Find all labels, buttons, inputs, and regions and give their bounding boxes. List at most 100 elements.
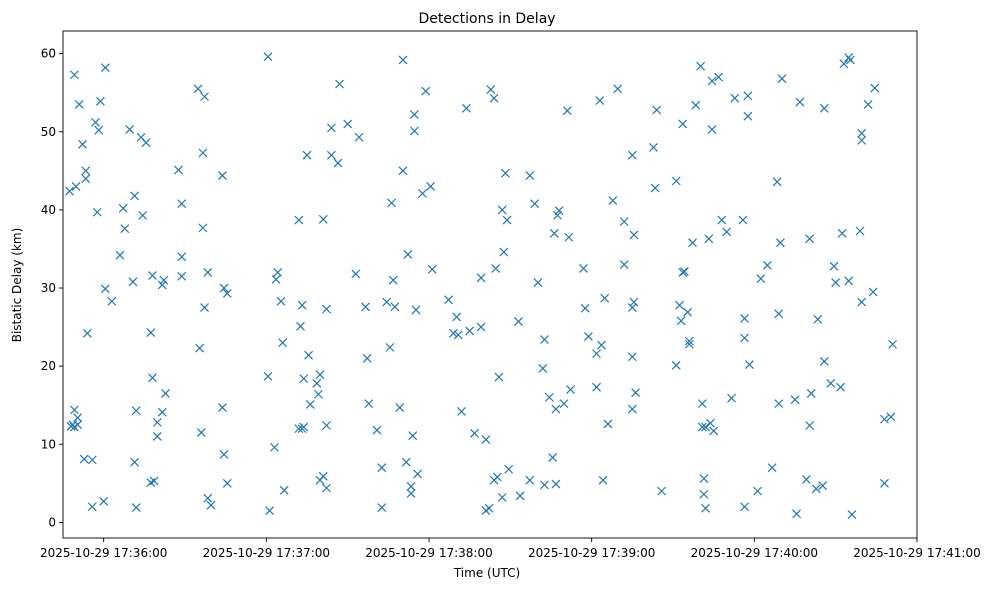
data-point — [538, 364, 548, 373]
data-points — [65, 52, 898, 519]
data-point — [598, 475, 608, 485]
data-point — [351, 269, 361, 279]
data-point — [678, 119, 688, 129]
data-point — [839, 59, 849, 69]
data-point — [398, 166, 408, 176]
data-point — [551, 404, 561, 414]
data-point — [193, 84, 203, 94]
data-point — [767, 463, 777, 473]
data-point — [805, 234, 815, 244]
data-point — [676, 316, 686, 326]
data-point — [444, 295, 453, 305]
data-point — [120, 224, 130, 234]
data-point — [318, 214, 328, 224]
data-point — [559, 399, 569, 409]
x-axis: 2025-10-29 17:36:00 2025-10-29 17:37:00 20… — [40, 538, 981, 560]
data-point — [489, 93, 499, 103]
data-point — [177, 199, 187, 209]
data-point — [819, 357, 829, 366]
data-point — [619, 217, 629, 227]
data-point — [566, 385, 575, 394]
data-point — [790, 395, 800, 405]
data-point — [684, 339, 694, 349]
data-point — [805, 421, 815, 430]
data-point — [499, 247, 509, 257]
chart-title: Detections in Delay — [418, 11, 555, 27]
data-point — [302, 150, 312, 160]
data-point — [707, 125, 717, 134]
data-point — [99, 496, 109, 506]
data-point — [270, 442, 279, 452]
data-point — [631, 388, 641, 398]
data-point — [831, 278, 841, 287]
data-point — [95, 96, 105, 106]
data-point — [603, 419, 613, 429]
data-point — [299, 374, 309, 384]
data-point — [502, 215, 512, 225]
data-point — [273, 267, 283, 277]
data-point — [149, 476, 159, 486]
data-point — [562, 106, 572, 116]
data-point — [705, 418, 715, 428]
data-point — [540, 335, 549, 344]
data-point — [629, 230, 639, 240]
data-point — [198, 223, 208, 233]
data-point — [497, 492, 507, 502]
data-point — [92, 207, 102, 217]
data-point — [382, 297, 392, 307]
data-point — [74, 100, 84, 109]
data-point — [125, 125, 135, 134]
data-point — [679, 267, 689, 277]
data-point — [322, 421, 331, 430]
data-point — [845, 55, 855, 65]
data-point — [743, 91, 753, 101]
data-point — [476, 273, 486, 283]
data-point — [847, 510, 857, 519]
data-point — [792, 509, 802, 519]
x-tick-label: 2025-10-29 17:41:00 — [853, 546, 980, 560]
data-point — [564, 232, 574, 242]
data-point — [294, 424, 304, 434]
data-point — [406, 489, 416, 498]
data-point — [152, 417, 162, 427]
data-point — [675, 300, 684, 310]
data-point — [772, 177, 782, 187]
data-point — [745, 360, 754, 369]
data-point — [465, 326, 475, 336]
data-point — [484, 503, 494, 513]
data-point — [863, 100, 873, 109]
data-point — [548, 453, 558, 462]
data-point — [619, 260, 629, 270]
data-point — [740, 502, 749, 512]
data-point — [131, 406, 141, 416]
data-point — [717, 215, 727, 225]
data-point — [857, 128, 867, 138]
data-point — [829, 261, 839, 271]
data-point — [553, 210, 562, 220]
data-point — [322, 483, 331, 493]
data-point — [217, 171, 227, 180]
data-point — [453, 330, 463, 340]
x-tick-label: 2025-10-29 17:36:00 — [40, 546, 167, 560]
data-point — [313, 389, 323, 399]
data-point — [177, 271, 187, 281]
data-point — [377, 503, 387, 512]
data-point — [855, 226, 865, 236]
data-point — [130, 191, 139, 201]
data-point — [131, 503, 141, 512]
data-point — [91, 117, 100, 127]
data-point — [813, 314, 823, 324]
data-point — [203, 267, 213, 277]
y-axis: 0 10 20 30 40 50 60 — [41, 47, 63, 529]
y-tick-label: 60 — [41, 47, 56, 61]
data-point — [774, 309, 784, 319]
data-point — [271, 274, 281, 284]
data-point — [888, 339, 898, 349]
data-point — [200, 303, 209, 312]
data-point — [388, 275, 398, 285]
data-point — [406, 482, 416, 491]
data-point — [69, 405, 79, 415]
data-point — [461, 103, 471, 113]
data-point — [315, 370, 325, 380]
